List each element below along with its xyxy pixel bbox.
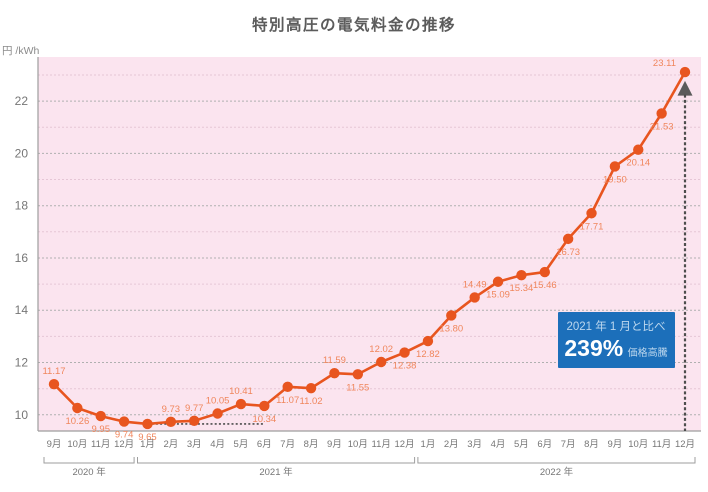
svg-text:21.53: 21.53 (650, 121, 674, 132)
svg-text:8月: 8月 (584, 439, 599, 450)
svg-text:4月: 4月 (210, 439, 225, 450)
svg-text:2月: 2月 (444, 439, 459, 450)
svg-text:10.34: 10.34 (252, 414, 276, 425)
svg-text:2月: 2月 (163, 439, 178, 450)
svg-text:11.02: 11.02 (300, 396, 323, 407)
svg-text:11月: 11月 (372, 439, 391, 450)
svg-text:12月: 12月 (114, 439, 134, 450)
svg-text:9.77: 9.77 (185, 403, 204, 414)
svg-text:2022 年: 2022 年 (540, 466, 574, 478)
svg-text:9月: 9月 (327, 439, 342, 450)
svg-text:4月: 4月 (491, 439, 506, 450)
svg-text:16: 16 (15, 251, 29, 265)
svg-text:3月: 3月 (187, 439, 202, 450)
svg-text:11.07: 11.07 (276, 395, 299, 406)
svg-text:15.46: 15.46 (533, 280, 557, 291)
svg-text:1月: 1月 (140, 439, 155, 450)
svg-text:11.55: 11.55 (346, 382, 369, 393)
svg-text:10.41: 10.41 (229, 386, 253, 397)
svg-text:12.82: 12.82 (416, 349, 440, 360)
svg-text:10.05: 10.05 (206, 395, 230, 406)
svg-text:20: 20 (15, 146, 29, 160)
svg-text:9.95: 9.95 (91, 424, 110, 435)
svg-text:7月: 7月 (561, 439, 576, 450)
svg-text:円 /kWh: 円 /kWh (2, 45, 39, 57)
svg-text:14.49: 14.49 (463, 279, 487, 290)
svg-text:11月: 11月 (91, 439, 110, 450)
svg-text:17.71: 17.71 (580, 221, 604, 232)
svg-text:23.11: 23.11 (653, 58, 676, 69)
svg-text:8月: 8月 (304, 439, 319, 450)
svg-text:10.26: 10.26 (65, 416, 89, 427)
svg-text:19.50: 19.50 (603, 174, 627, 185)
svg-text:9.73: 9.73 (162, 404, 181, 415)
svg-text:10月: 10月 (628, 439, 648, 450)
svg-text:11月: 11月 (652, 439, 671, 450)
svg-text:12月: 12月 (395, 439, 415, 450)
svg-text:3月: 3月 (467, 439, 482, 450)
svg-text:20.14: 20.14 (626, 158, 650, 169)
svg-text:5月: 5月 (234, 439, 249, 450)
svg-text:2020 年: 2020 年 (72, 466, 106, 478)
svg-text:15.34: 15.34 (510, 283, 534, 294)
svg-text:6月: 6月 (257, 439, 272, 450)
svg-text:12.02: 12.02 (369, 344, 393, 355)
svg-text:12.38: 12.38 (393, 361, 417, 372)
svg-text:5月: 5月 (514, 439, 529, 450)
svg-text:9月: 9月 (607, 439, 622, 450)
svg-text:7月: 7月 (280, 439, 295, 450)
svg-text:1月: 1月 (421, 439, 436, 450)
svg-text:12月: 12月 (675, 439, 695, 450)
svg-text:10: 10 (15, 408, 29, 422)
svg-text:14: 14 (15, 303, 29, 317)
svg-text:10月: 10月 (348, 439, 368, 450)
svg-text:15.09: 15.09 (486, 290, 510, 301)
svg-text:22: 22 (15, 94, 29, 108)
svg-text:6月: 6月 (537, 439, 552, 450)
svg-text:9月: 9月 (47, 439, 62, 450)
svg-text:11.17: 11.17 (42, 366, 65, 377)
svg-text:18: 18 (15, 199, 29, 213)
svg-text:16.73: 16.73 (556, 247, 580, 258)
svg-text:2021 年: 2021 年 (259, 466, 293, 478)
svg-text:13.80: 13.80 (439, 323, 463, 334)
svg-text:10月: 10月 (67, 439, 87, 450)
svg-text:11.59: 11.59 (323, 355, 346, 366)
svg-text:12: 12 (15, 356, 29, 370)
